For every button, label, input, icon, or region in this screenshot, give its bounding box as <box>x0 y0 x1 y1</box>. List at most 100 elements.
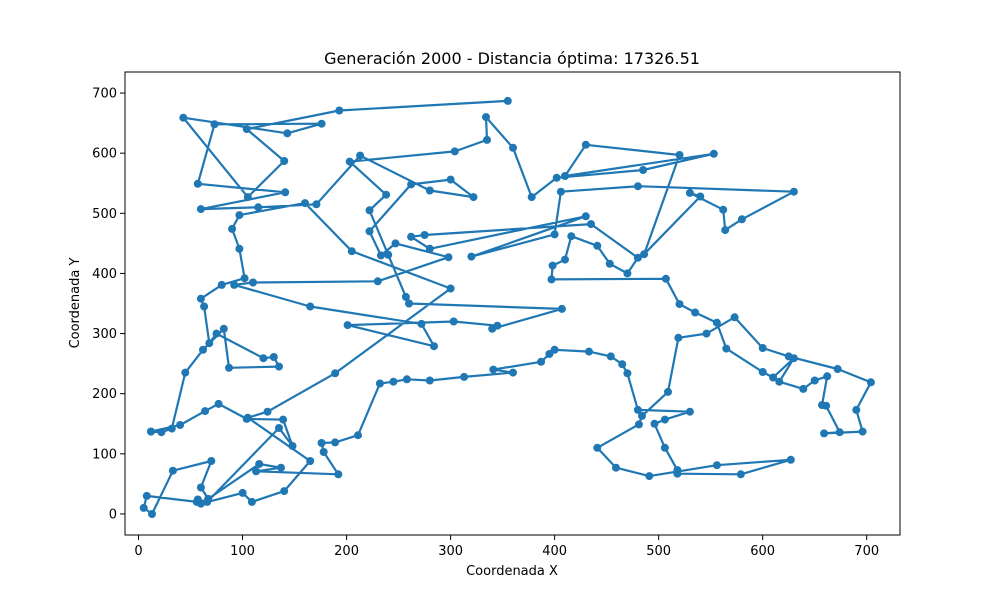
city-point <box>660 415 669 424</box>
city-point <box>317 439 326 447</box>
city-point <box>312 200 321 209</box>
city-point <box>618 360 627 369</box>
city-point <box>210 120 219 129</box>
city-point <box>214 399 223 408</box>
city-point <box>279 415 288 424</box>
city-point <box>207 457 216 465</box>
city-point <box>283 129 292 138</box>
city-point <box>719 205 728 214</box>
city-point <box>181 368 190 377</box>
city-point <box>449 317 458 326</box>
city-point <box>769 373 778 382</box>
city-point <box>254 203 263 212</box>
city-point <box>799 384 808 393</box>
city-point <box>664 387 672 396</box>
city-point <box>758 368 767 376</box>
city-point <box>467 252 476 261</box>
city-point <box>561 172 569 180</box>
city-point <box>547 275 556 284</box>
y-tick-label: 500 <box>92 207 117 222</box>
city-point <box>685 407 694 416</box>
city-point <box>605 259 614 268</box>
city-point <box>593 241 602 250</box>
city-point <box>228 224 237 233</box>
city-point <box>249 278 257 287</box>
city-point <box>709 149 718 158</box>
city-point <box>482 113 490 122</box>
city-point <box>489 365 498 374</box>
city-point <box>852 405 861 414</box>
city-point <box>552 173 561 182</box>
city-point <box>420 231 429 239</box>
x-tick-label: 400 <box>542 544 567 559</box>
city-point <box>550 230 559 239</box>
x-tick-label: 500 <box>646 544 671 559</box>
city-point <box>345 157 354 166</box>
city-point <box>460 372 469 381</box>
city-point <box>640 250 649 259</box>
city-point <box>203 497 212 506</box>
city-point <box>417 319 426 328</box>
city-point <box>556 187 565 196</box>
city-point <box>335 106 344 115</box>
y-tick-label: 100 <box>92 447 117 462</box>
city-point <box>235 211 244 220</box>
city-point <box>425 186 434 195</box>
city-point <box>446 284 455 293</box>
y-tick-label: 400 <box>92 267 117 282</box>
city-point <box>196 294 205 303</box>
city-point <box>430 342 438 351</box>
city-point <box>240 274 249 283</box>
city-point <box>275 424 283 432</box>
city-point <box>691 308 700 317</box>
city-point <box>623 369 632 378</box>
city-point <box>167 424 176 433</box>
city-point <box>331 438 340 447</box>
city-point <box>638 411 646 420</box>
city-point <box>219 324 228 333</box>
y-tick-label: 600 <box>92 147 117 162</box>
city-point <box>201 407 210 416</box>
y-axis-ticks: 0 100 200 300 400 500 600 700 <box>92 87 125 522</box>
city-point <box>810 376 819 385</box>
city-point <box>205 339 214 348</box>
city-point <box>509 368 517 377</box>
city-point <box>281 188 290 197</box>
city-point <box>373 277 382 286</box>
city-point <box>384 250 393 259</box>
city-point <box>674 333 683 342</box>
city-point <box>639 166 648 174</box>
city-point <box>375 379 384 388</box>
city-point <box>661 274 670 283</box>
city-point <box>389 377 398 386</box>
city-point <box>633 405 642 414</box>
city-point <box>217 280 226 289</box>
city-point <box>391 239 400 248</box>
city-point <box>722 344 731 353</box>
city-point <box>407 180 416 189</box>
city-point <box>730 313 739 322</box>
city-point <box>545 350 554 358</box>
city-point <box>193 179 202 188</box>
city-point <box>255 460 264 468</box>
city-point <box>712 461 721 470</box>
city-point <box>365 227 374 236</box>
city-point <box>567 232 576 241</box>
city-point <box>179 113 188 122</box>
city-point <box>238 488 247 497</box>
city-point <box>405 299 413 308</box>
city-point <box>306 302 315 311</box>
city-point <box>835 428 844 437</box>
city-point <box>193 495 202 504</box>
city-point <box>645 472 654 481</box>
city-point <box>376 251 385 260</box>
city-point <box>407 232 416 241</box>
city-point <box>446 175 455 184</box>
city-point <box>675 151 684 159</box>
city-point <box>612 463 620 472</box>
city-point <box>334 470 343 479</box>
city-point <box>633 253 642 262</box>
y-tick-label: 0 <box>109 507 117 522</box>
city-point <box>401 292 410 301</box>
